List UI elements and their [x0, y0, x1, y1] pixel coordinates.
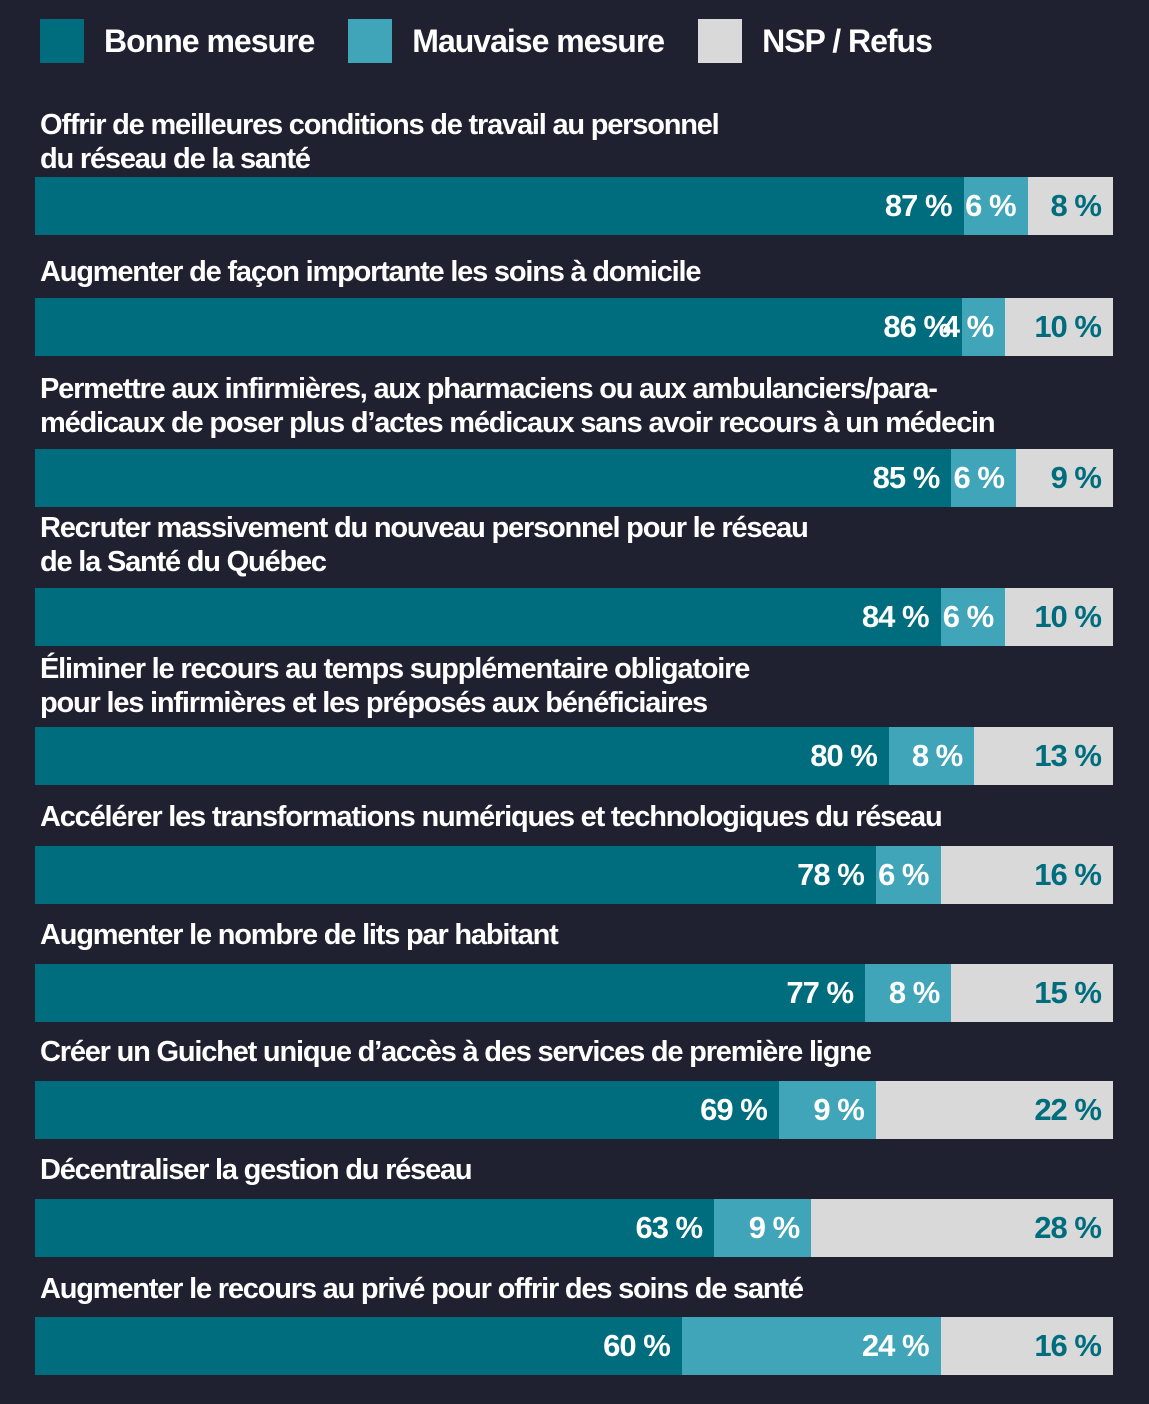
- bar-segment-mauvaise-mesure: 6 %: [875, 846, 941, 904]
- data-label-nsp-refus: 15 %: [1034, 975, 1102, 1010]
- bar-segment-mauvaise-mesure: 6 %: [940, 588, 1006, 646]
- data-label-mauvaise-mesure: 9 %: [813, 1092, 864, 1127]
- bar-segment-bonne-mesure: 77 %: [35, 964, 866, 1022]
- legend-swatch-nsp-refus: [698, 19, 743, 63]
- bar-segment-mauvaise-mesure: 4 %: [943, 298, 1006, 356]
- data-label-nsp-refus: 16 %: [1034, 857, 1102, 892]
- bar-segment-bonne-mesure: 86 %: [35, 298, 963, 356]
- category-label: Augmenter le recours au privé pour offri…: [40, 1273, 804, 1305]
- data-label-bonne-mesure: 77 %: [786, 975, 854, 1010]
- legend-label-nsp-refus: NSP / Refus: [762, 22, 933, 59]
- data-label-nsp-refus: 10 %: [1034, 599, 1102, 634]
- bar-segment-nsp-refus: 15 %: [951, 964, 1113, 1022]
- bar-segment-bonne-mesure: 87 %: [35, 177, 964, 235]
- bar-segment-bonne-mesure: 84 %: [35, 588, 941, 646]
- legend-swatch-bonne-mesure: [40, 19, 84, 63]
- stacked-bar: 85 % 6 % 9 %: [35, 449, 1113, 507]
- data-label-bonne-mesure: 86 %: [883, 309, 951, 344]
- stacked-bar: 60 % 24 % 16 %: [35, 1317, 1113, 1375]
- category-label: Permettre aux infirmières, aux pharmacie…: [40, 373, 996, 439]
- data-label-mauvaise-mesure: 6 %: [878, 857, 929, 892]
- data-label-mauvaise-mesure: 6 %: [942, 599, 994, 634]
- data-label-nsp-refus: 9 %: [1050, 460, 1102, 495]
- data-label-bonne-mesure: 84 %: [861, 599, 930, 634]
- data-label-nsp-refus: 28 %: [1034, 1210, 1102, 1245]
- bar-segment-nsp-refus: 9 %: [1015, 449, 1113, 507]
- bar-segment-nsp-refus: 8 %: [1027, 177, 1113, 235]
- category-label: Décentraliser la gestion du réseau: [40, 1154, 473, 1186]
- bar-segment-mauvaise-mesure: 8 %: [865, 964, 952, 1022]
- category-label: Éliminer le recours au temps supplémenta…: [40, 653, 750, 719]
- data-label-mauvaise-mesure: 4 %: [942, 309, 994, 344]
- bar-segment-nsp-refus: 22 %: [875, 1081, 1113, 1139]
- legend-swatch-mauvaise-mesure: [348, 19, 393, 63]
- bar-segment-bonne-mesure: 60 %: [35, 1317, 682, 1375]
- data-label-mauvaise-mesure: 6 %: [953, 460, 1005, 495]
- data-label-nsp-refus: 13 %: [1034, 738, 1102, 773]
- bar-segment-nsp-refus: 10 %: [1005, 298, 1113, 356]
- bar-segment-mauvaise-mesure: 9 %: [778, 1081, 876, 1139]
- bar-segment-mauvaise-mesure: 6 %: [951, 449, 1016, 507]
- data-label-mauvaise-mesure: 8 %: [911, 738, 963, 773]
- data-label-nsp-refus: 16 %: [1034, 1328, 1102, 1363]
- legend: Bonne mesure Mauvaise mesure NSP / Refus: [40, 18, 966, 64]
- category-label: Augmenter le nombre de lits par habitant: [40, 919, 559, 951]
- data-label-bonne-mesure: 85 %: [872, 460, 941, 495]
- stacked-bar: 78 % 6 % 16 %: [35, 846, 1113, 904]
- stacked-bar: 63 % 9 % 28 %: [35, 1199, 1113, 1257]
- bar-segment-nsp-refus: 13 %: [974, 727, 1113, 785]
- category-label: Augmenter de façon importante les soins …: [40, 256, 702, 288]
- data-label-bonne-mesure: 80 %: [810, 738, 878, 773]
- stacked-bar: 84 % 6 % 10 %: [35, 588, 1113, 646]
- bar-segment-bonne-mesure: 63 %: [35, 1199, 715, 1257]
- data-label-mauvaise-mesure: 24 %: [861, 1328, 930, 1363]
- stacked-bar: 77 % 8 % 15 %: [35, 964, 1113, 1022]
- stacked-bar: 86 % 4 % 10 %: [35, 298, 1113, 356]
- bar-segment-nsp-refus: 10 %: [1005, 588, 1113, 646]
- bar-segment-nsp-refus: 16 %: [940, 1317, 1113, 1375]
- bar-segment-mauvaise-mesure: 9 %: [714, 1199, 812, 1257]
- data-label-bonne-mesure: 63 %: [635, 1210, 703, 1245]
- data-label-bonne-mesure: 87 %: [884, 188, 953, 223]
- category-label: Recruter massivement du nouveau personne…: [40, 512, 809, 578]
- data-label-mauvaise-mesure: 9 %: [748, 1210, 800, 1245]
- bar-segment-bonne-mesure: 80 %: [35, 727, 889, 785]
- data-label-bonne-mesure: 78 %: [797, 857, 865, 892]
- data-label-mauvaise-mesure: 6 %: [965, 188, 1016, 223]
- category-label: Offrir de meilleures conditions de trava…: [40, 109, 720, 175]
- stacked-bar: 87 % 6 % 8 %: [35, 177, 1113, 235]
- legend-item-nsp-refus: NSP / Refus: [698, 19, 933, 63]
- data-label-nsp-refus: 22 %: [1034, 1092, 1102, 1127]
- stacked-bar: 69 % 9 % 22 %: [35, 1081, 1113, 1139]
- bar-segment-nsp-refus: 28 %: [811, 1199, 1113, 1257]
- legend-label-bonne-mesure: Bonne mesure: [104, 22, 315, 59]
- category-label: Créer un Guichet unique d’accès à des se…: [40, 1036, 872, 1068]
- data-label-bonne-mesure: 60 %: [603, 1328, 671, 1363]
- data-label-nsp-refus: 10 %: [1034, 309, 1102, 344]
- legend-item-bonne-mesure: Bonne mesure: [40, 19, 315, 63]
- data-label-nsp-refus: 8 %: [1050, 188, 1102, 223]
- bar-segment-bonne-mesure: 78 %: [35, 846, 876, 904]
- bar-segment-mauvaise-mesure: 24 %: [681, 1317, 941, 1375]
- stacked-bar: 80 % 8 % 13 %: [35, 727, 1113, 785]
- data-label-mauvaise-mesure: 8 %: [888, 975, 940, 1010]
- legend-label-mauvaise-mesure: Mauvaise mesure: [412, 22, 665, 59]
- data-label-bonne-mesure: 69 %: [700, 1092, 768, 1127]
- bar-segment-mauvaise-mesure: 8 %: [888, 727, 975, 785]
- bar-segment-bonne-mesure: 69 %: [35, 1081, 779, 1139]
- legend-item-mauvaise-mesure: Mauvaise mesure: [348, 19, 665, 63]
- category-label: Accélérer les transformations numériques…: [40, 801, 943, 833]
- bar-segment-bonne-mesure: 85 %: [35, 449, 952, 507]
- bar-segment-nsp-refus: 16 %: [940, 846, 1113, 904]
- bar-segment-mauvaise-mesure: 6 %: [963, 177, 1028, 235]
